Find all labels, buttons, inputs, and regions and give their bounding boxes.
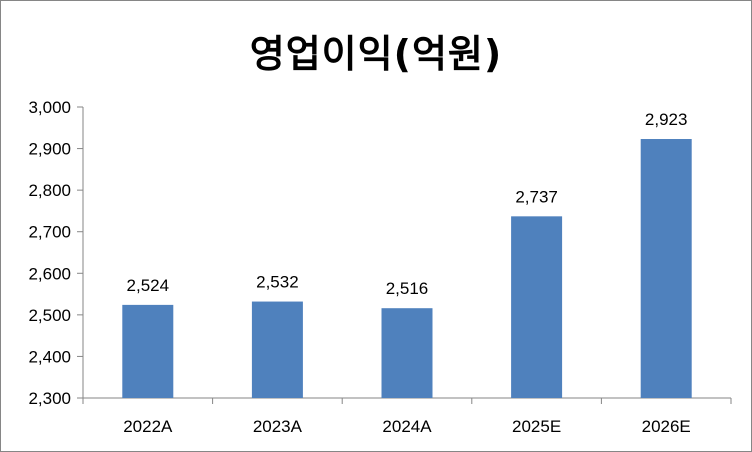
bar-2024A xyxy=(381,308,433,398)
bar-series xyxy=(122,139,692,398)
bar-2025E xyxy=(511,216,563,398)
x-category-label-2023A: 2023A xyxy=(253,417,303,436)
bar-2026E xyxy=(640,139,692,398)
bar-2022A xyxy=(122,304,174,398)
y-tick-label: 2,500 xyxy=(28,306,71,325)
y-tick-label: 2,800 xyxy=(28,181,71,200)
data-label-2022A: 2,524 xyxy=(127,276,170,295)
data-labels: 2,524 2,532 2,516 2,737 2,923 xyxy=(127,110,688,298)
y-tick-label: 2,900 xyxy=(28,140,71,159)
chart-title: 영업이익(억원) xyxy=(249,32,503,76)
y-tick-label: 2,700 xyxy=(28,223,71,242)
x-category-label-2024A: 2024A xyxy=(382,417,432,436)
data-label-2023A: 2,532 xyxy=(256,273,299,292)
y-tick-label: 3,000 xyxy=(28,98,71,117)
x-category-label-2022A: 2022A xyxy=(123,417,173,436)
data-label-2026E: 2,923 xyxy=(645,110,688,129)
x-category-label-2025E: 2025E xyxy=(512,417,561,436)
data-label-2025E: 2,737 xyxy=(515,187,558,206)
y-tick-label: 2,400 xyxy=(28,347,71,366)
x-category-label-2026E: 2026E xyxy=(642,417,691,436)
y-tick-label: 2,600 xyxy=(28,264,71,283)
bar-2023A xyxy=(251,301,303,398)
y-tick-label: 2,300 xyxy=(28,389,71,408)
data-label-2024A: 2,516 xyxy=(386,279,429,298)
